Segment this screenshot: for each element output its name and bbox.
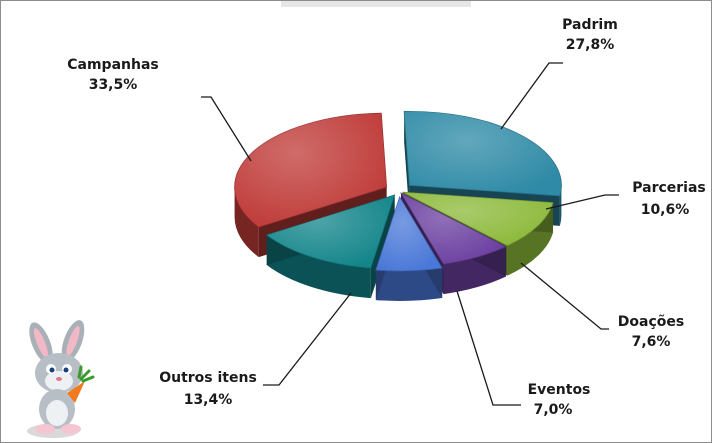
label-name: Campanhas [67,57,159,73]
bunny-mascot-icon [27,320,95,438]
title-band [281,1,471,7]
slice-label-doacoes: Doações 7,6% [618,314,684,350]
slice-label-padrim: Padrim 27,8% [562,17,618,53]
leader-line-doacoes [520,262,609,330]
label-value: 7,0% [534,402,573,418]
label-name: Outros itens [159,370,257,386]
label-name: Eventos [528,382,591,398]
leader-line-outros [263,292,352,386]
slice-label-campanhas: Campanhas 33,5% [67,57,159,93]
label-value: 27,8% [566,37,615,53]
slice-cut-face [404,111,410,216]
leader-line-padrim [500,62,563,130]
slice-highlight [375,196,443,271]
slice-label-eventos: Eventos 7,0% [528,382,591,418]
slice-highlight [404,111,562,196]
pie-slices [234,111,562,301]
slice-label-outros-itens: Outros itens 13,4% [159,370,257,408]
slice-label-parcerias: Parcerias 10,6% [632,180,706,218]
label-value: 7,6% [632,334,671,350]
slice-side-campanhas [234,187,259,258]
label-name: Padrim [562,17,618,33]
slice-highlight [234,113,387,228]
slice-highlight [266,195,395,269]
label-name: Parcerias [632,180,706,196]
label-name: Doações [618,314,684,330]
label-value: 13,4% [184,392,233,408]
leader-line-parcerias [545,194,619,210]
leader-lines [201,62,619,406]
leader-line-campanhas [201,96,252,162]
label-value: 10,6% [641,202,690,218]
slice-highlight [402,192,554,246]
slice-side-eventos [375,268,443,301]
label-value: 33,5% [89,77,138,93]
slice-highlight [400,193,506,265]
leader-line-eventos [456,290,521,406]
slice-side-parcerias [507,202,554,276]
